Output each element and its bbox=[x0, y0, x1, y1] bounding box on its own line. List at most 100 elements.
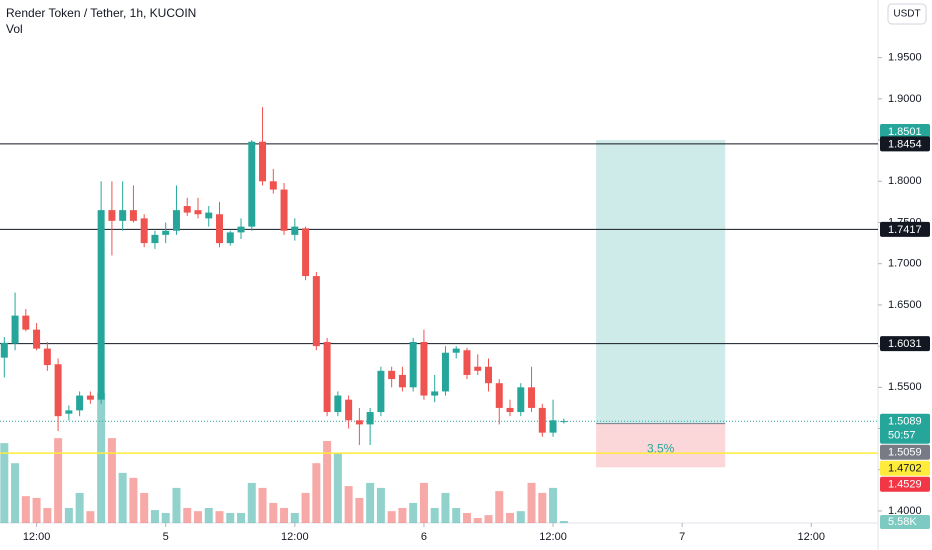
volume-bar bbox=[86, 511, 95, 523]
volume-bar bbox=[247, 482, 256, 523]
volume-bar bbox=[172, 487, 181, 523]
candle-body bbox=[119, 210, 127, 221]
volume-bar bbox=[441, 492, 450, 523]
candle-body bbox=[528, 387, 536, 408]
volume-bar bbox=[183, 507, 192, 523]
volume-bar bbox=[366, 482, 375, 523]
volume-bar bbox=[506, 512, 515, 523]
candle-body bbox=[441, 352, 449, 392]
volume-bar bbox=[290, 512, 299, 523]
candle-body bbox=[54, 364, 62, 417]
chart-title: Render Token / Tether, 1h, KUCOIN bbox=[6, 6, 196, 20]
price-label: 1.8501 bbox=[888, 126, 922, 138]
currency-button[interactable] bbox=[887, 3, 927, 25]
volume-bar bbox=[527, 482, 536, 523]
last-price-label-box bbox=[880, 413, 930, 444]
candle-body bbox=[377, 370, 385, 413]
candle-body bbox=[463, 350, 471, 375]
candle-body bbox=[420, 341, 428, 396]
price-label: 1.7417 bbox=[888, 224, 922, 236]
candle-body bbox=[398, 374, 406, 388]
volume-label-box bbox=[880, 515, 930, 529]
price-label: 1.4529 bbox=[888, 479, 922, 491]
candle-body bbox=[484, 366, 492, 384]
volume-bar bbox=[355, 497, 364, 523]
price-label-box bbox=[880, 124, 930, 140]
volume-bar bbox=[118, 472, 127, 523]
candle-body bbox=[334, 395, 342, 413]
candle-body bbox=[172, 210, 180, 231]
countdown: 50:57 bbox=[888, 430, 916, 442]
stop-label: 3.5% bbox=[647, 442, 675, 456]
volume-bar bbox=[21, 496, 30, 523]
candle-body bbox=[205, 212, 213, 219]
x-tick-label: 6 bbox=[421, 531, 427, 543]
x-tick-label: 12:00 bbox=[539, 531, 567, 543]
candle-body bbox=[366, 412, 374, 425]
stop-zone bbox=[596, 423, 726, 468]
volume-bar bbox=[0, 443, 9, 523]
candle-body bbox=[355, 420, 363, 425]
volume-title: Vol bbox=[6, 22, 23, 36]
volume-bar bbox=[64, 507, 73, 523]
volume-bar bbox=[161, 512, 170, 523]
volume-bar bbox=[473, 517, 482, 523]
volume-bar bbox=[280, 507, 289, 523]
volume-bar bbox=[97, 393, 106, 523]
candle-body bbox=[22, 315, 30, 330]
y-tick-label: 1.9500 bbox=[888, 52, 922, 64]
candle-body bbox=[506, 407, 514, 413]
x-tick-label: 5 bbox=[163, 531, 169, 543]
price-label: 1.8454 bbox=[888, 138, 922, 150]
volume-bar bbox=[409, 502, 418, 523]
volume-bar bbox=[237, 512, 246, 523]
candle-body bbox=[302, 228, 310, 277]
candle-body bbox=[65, 410, 73, 414]
candle-body bbox=[76, 395, 84, 411]
volume-bar bbox=[75, 492, 84, 523]
volume-bar bbox=[495, 491, 504, 523]
volume-bar bbox=[107, 438, 116, 523]
candle-body bbox=[452, 348, 460, 353]
volume-label: 5.58K bbox=[888, 516, 917, 528]
candle-body bbox=[431, 391, 439, 396]
volume-bar bbox=[312, 463, 321, 523]
volume-bar bbox=[32, 497, 41, 523]
candle-body bbox=[409, 341, 417, 388]
price-label: 1.6031 bbox=[888, 338, 922, 350]
candle-body bbox=[151, 234, 159, 244]
currency-label[interactable]: USDT bbox=[893, 9, 920, 20]
volume-bar bbox=[430, 507, 439, 523]
x-tick-label: 12:00 bbox=[798, 531, 826, 543]
candle-body bbox=[194, 210, 202, 215]
volume-bar bbox=[559, 521, 568, 523]
candle-body bbox=[280, 189, 288, 231]
volume-bar bbox=[484, 515, 493, 523]
candle-body bbox=[43, 348, 51, 366]
y-tick-label: 1.7000 bbox=[888, 258, 922, 270]
candle-body bbox=[323, 341, 331, 413]
x-tick-label: 12:00 bbox=[281, 531, 309, 543]
candle-body bbox=[538, 407, 546, 433]
volume-bar bbox=[140, 492, 149, 523]
volume-bar bbox=[193, 511, 202, 523]
volume-bar bbox=[129, 477, 138, 523]
candle-body bbox=[129, 210, 137, 221]
y-tick-label: 1.9000 bbox=[888, 93, 922, 105]
candle-body bbox=[269, 181, 277, 190]
volume-bar bbox=[333, 453, 342, 523]
price-label: 1.4702 bbox=[888, 463, 922, 475]
y-tick-label: 1.4000 bbox=[888, 505, 922, 517]
price-label-box bbox=[880, 476, 930, 492]
candle-body bbox=[388, 370, 396, 380]
candle-body bbox=[0, 342, 8, 358]
last-price-label: 1.5089 bbox=[888, 416, 922, 428]
price-label: 1.5059 bbox=[888, 447, 922, 459]
candle-body bbox=[248, 141, 256, 227]
volume-bar bbox=[344, 486, 353, 523]
y-tick-label: 1.8000 bbox=[888, 175, 922, 187]
candle-body bbox=[345, 399, 353, 421]
volume-bar bbox=[387, 511, 396, 523]
candle-body bbox=[312, 276, 320, 347]
